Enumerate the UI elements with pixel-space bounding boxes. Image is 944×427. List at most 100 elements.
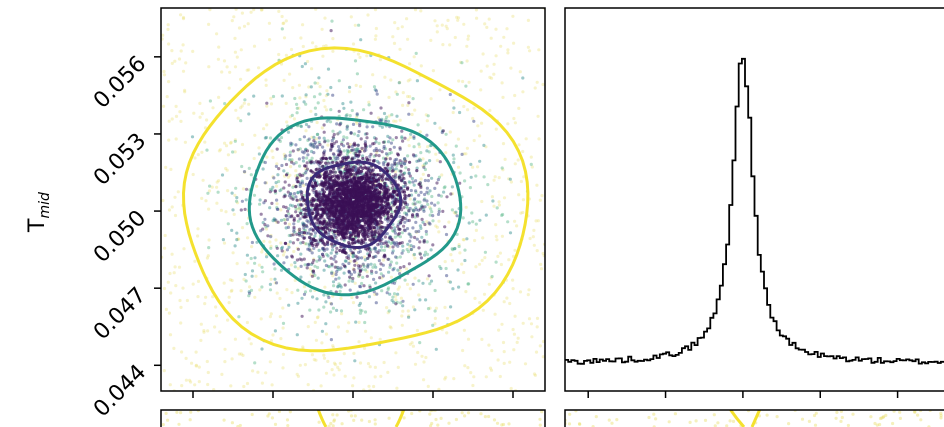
scatter-point — [332, 284, 336, 288]
scatter-point — [309, 289, 313, 293]
scatter-point — [327, 295, 331, 300]
scatter-point — [247, 337, 251, 341]
scatter-point — [358, 273, 362, 277]
scatter-point — [337, 153, 341, 157]
scatter-point — [405, 227, 410, 231]
scatter-point — [238, 423, 242, 427]
scatter-point — [294, 143, 298, 147]
scatter-point — [503, 157, 507, 161]
scatter-point — [304, 93, 308, 97]
scatter-point — [378, 186, 382, 190]
scatter-point — [401, 91, 405, 95]
scatter-point — [374, 301, 378, 305]
scatter-point — [387, 270, 391, 274]
scatter-point — [464, 152, 468, 156]
scatter-point — [269, 244, 273, 248]
scatter-point — [487, 343, 491, 347]
scatter-point — [311, 203, 315, 208]
scatter-point — [303, 290, 308, 294]
scatter-point — [406, 242, 410, 246]
scatter-point — [388, 325, 392, 329]
scatter-point — [372, 193, 376, 197]
scatter-point — [346, 156, 350, 160]
scatter-point — [807, 419, 812, 423]
scatter-point — [422, 198, 426, 202]
scatter-point — [402, 206, 406, 210]
scatter-point — [260, 381, 264, 385]
scatter-point — [461, 238, 465, 242]
scatter-point — [379, 374, 383, 378]
scatter-point — [319, 384, 323, 388]
scatter-point — [478, 159, 482, 163]
scatter-point — [277, 410, 281, 414]
scatter-point — [321, 145, 325, 149]
scatter-point — [334, 250, 338, 254]
scatter-point — [363, 226, 367, 230]
scatter-point — [217, 179, 221, 183]
scatter-point — [330, 242, 334, 246]
scatter-point — [345, 186, 349, 190]
scatter-point — [362, 346, 367, 350]
scatter-point — [321, 192, 325, 196]
scatter-point — [433, 19, 437, 23]
scatter-point — [356, 189, 360, 193]
scatter-point — [305, 156, 309, 160]
scatter-point — [443, 225, 447, 229]
scatter-point — [373, 263, 377, 267]
scatter-point — [455, 232, 459, 236]
scatter-point — [314, 244, 319, 248]
scatter-point — [406, 309, 410, 313]
scatter-point — [170, 61, 174, 65]
scatter-point — [536, 219, 540, 223]
scatter-point — [482, 175, 486, 179]
scatter-point — [235, 231, 239, 235]
scatter-point — [197, 365, 201, 369]
scatter-point — [424, 113, 428, 117]
scatter-point — [331, 201, 335, 205]
scatter-point — [437, 193, 441, 197]
scatter-point — [407, 232, 411, 236]
scatter-point — [334, 208, 338, 212]
scatter-point — [374, 281, 378, 285]
scatter-point — [365, 174, 369, 178]
scatter-point — [513, 162, 517, 166]
scatter-point — [647, 415, 651, 420]
scatter-point — [289, 196, 293, 200]
scatter-point — [281, 352, 285, 356]
scatter-point — [350, 157, 354, 161]
scatter-point — [364, 214, 368, 218]
scatter-point — [477, 262, 482, 266]
scatter-point — [371, 125, 375, 129]
scatter-point — [323, 105, 327, 109]
scatter-point — [372, 277, 376, 281]
scatter-point — [373, 246, 377, 250]
scatter-point — [411, 213, 415, 217]
scatter-point — [400, 231, 404, 235]
scatter-point — [358, 55, 362, 60]
scatter-point — [338, 182, 342, 186]
scatter-point — [319, 207, 324, 212]
scatter-point — [325, 175, 329, 179]
scatter-point — [418, 341, 422, 345]
scatter-point — [341, 250, 345, 254]
scatter-point — [165, 95, 169, 99]
scatter-point — [390, 251, 395, 255]
scatter-point — [356, 195, 360, 199]
scatter-point — [325, 108, 329, 112]
scatter-point — [268, 288, 273, 292]
scatter-point — [311, 295, 315, 299]
contour-inner — [305, 160, 403, 250]
scatter-point — [335, 180, 339, 184]
scatter-point — [443, 305, 447, 309]
scatter-point — [247, 294, 251, 298]
scatter-point — [176, 190, 180, 194]
scatter-point — [353, 359, 357, 363]
y-axis-label: Tmid — [25, 192, 53, 233]
scatter-point — [372, 217, 376, 221]
scatter-point — [194, 350, 198, 354]
scatter-point — [400, 164, 404, 168]
scatter-point — [407, 168, 411, 172]
scatter-point — [480, 121, 484, 125]
scatter-point — [223, 102, 227, 106]
scatter-point — [280, 14, 284, 19]
